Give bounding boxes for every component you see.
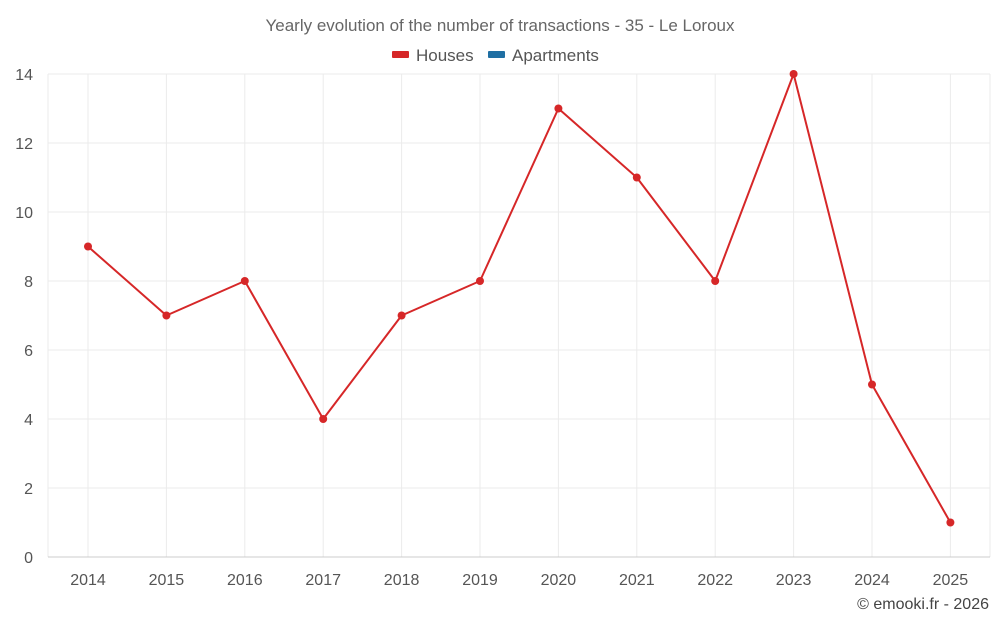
credit-text: © emooki.fr - 2026 (857, 596, 989, 613)
x-tick-label: 2018 (384, 572, 420, 589)
x-tick-label: 2015 (149, 572, 185, 589)
y-tick-label: 0 (24, 550, 33, 567)
series-line-houses (87, 73, 952, 523)
data-point-houses[interactable] (319, 415, 328, 423)
data-point-houses[interactable] (554, 104, 563, 113)
x-tick-label: 2023 (776, 572, 812, 589)
y-tick-label: 14 (15, 67, 33, 84)
x-tick-label: 2016 (227, 572, 263, 589)
x-tick-label: 2019 (462, 572, 498, 589)
legend-item-houses[interactable]: Houses (392, 46, 474, 65)
legend-item-apartments[interactable]: Apartments (488, 46, 599, 65)
data-point-houses[interactable] (711, 277, 720, 285)
legend-label-houses: Houses (416, 46, 474, 65)
y-gridlines (48, 73, 990, 489)
x-tick-label: 2014 (70, 572, 106, 589)
data-point-houses[interactable] (84, 242, 92, 251)
legend-label-apartments: Apartments (512, 46, 599, 65)
chart-title: Yearly evolution of the number of transa… (265, 16, 735, 35)
y-tick-label: 8 (24, 274, 33, 291)
data-point-houses[interactable] (476, 277, 484, 285)
data-point-houses[interactable] (397, 311, 406, 320)
legend-swatch-apartments (488, 51, 505, 58)
data-point-houses[interactable] (632, 173, 641, 182)
data-point-houses[interactable] (946, 518, 955, 527)
y-tick-label: 4 (24, 412, 33, 429)
y-tick-label: 2 (24, 481, 33, 498)
y-tick-label: 10 (15, 205, 33, 222)
data-point-houses[interactable] (868, 380, 876, 389)
x-tick-label: 2022 (697, 572, 733, 589)
data-point-houses[interactable] (240, 277, 249, 285)
y-tick-label: 6 (24, 343, 33, 360)
data-point-houses[interactable] (789, 70, 798, 78)
x-tick-label: 2020 (541, 572, 577, 589)
x-tick-label: 2017 (305, 572, 341, 589)
legend-swatch-houses (392, 51, 409, 58)
x-gridlines (47, 74, 991, 557)
x-tick-label: 2021 (619, 572, 655, 589)
y-axis-ticks: 0 2 4 6 8 10 12 14 (15, 67, 33, 567)
legend: Houses Apartments (392, 46, 599, 65)
x-tick-label: 2024 (854, 572, 890, 589)
data-point-houses[interactable] (162, 311, 171, 320)
x-axis-ticks: 2014 2015 2016 2017 2018 2019 2020 2021 2022 2023… (70, 572, 968, 589)
x-tick-label: 2025 (933, 572, 969, 589)
series-houses (84, 70, 955, 527)
y-tick-label: 12 (15, 136, 33, 153)
